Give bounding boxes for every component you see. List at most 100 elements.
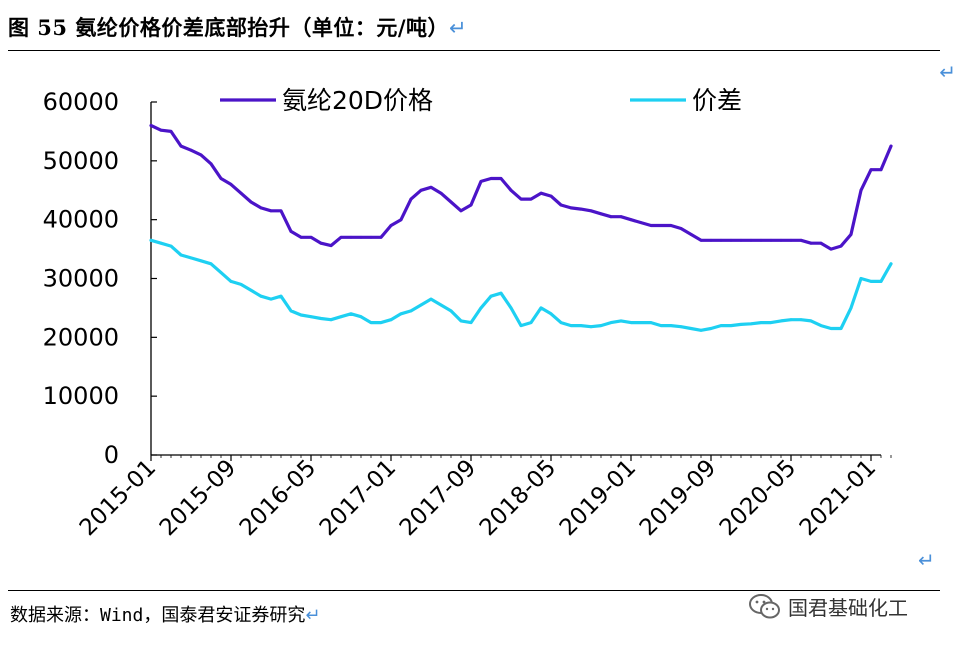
data-point [499, 291, 503, 295]
data-point [739, 323, 743, 326]
data-point [329, 244, 333, 248]
data-point [519, 197, 523, 201]
data-point [609, 321, 613, 324]
data-point [429, 185, 433, 189]
data-point [689, 327, 693, 330]
data-point [239, 283, 243, 286]
data-point [189, 148, 193, 152]
data-point [219, 177, 223, 180]
data-point [449, 200, 453, 204]
data-point [639, 221, 643, 225]
data-point [259, 294, 263, 298]
data-point [719, 324, 723, 327]
data-point [859, 188, 863, 192]
data-point [659, 224, 663, 227]
data-point [379, 235, 383, 239]
watermark: 国君基础化工 [748, 592, 908, 621]
return-mark-icon: ↵ [449, 16, 468, 40]
data-point [579, 207, 583, 211]
data-point [619, 215, 623, 219]
data-point [529, 321, 533, 324]
data-point [349, 312, 353, 316]
data-point [239, 191, 243, 195]
y-tick-label: 30000 [43, 265, 119, 293]
data-point [869, 168, 873, 172]
data-point [809, 319, 813, 323]
data-point [409, 309, 413, 313]
x-tick-label: 2016-05 [235, 455, 321, 541]
data-point [789, 238, 793, 242]
data-point [649, 321, 653, 324]
data-point [509, 188, 513, 192]
data-point [279, 294, 283, 298]
data-point [299, 235, 303, 239]
source-note: 数据来源：Wind，国泰君安证券研究↵ [10, 601, 320, 627]
data-point [819, 324, 823, 327]
y-tick-label: 0 [104, 441, 119, 469]
data-point [179, 253, 183, 257]
data-point [399, 218, 403, 222]
data-point [269, 297, 273, 301]
data-point [319, 241, 323, 245]
data-point [679, 227, 683, 230]
data-point [199, 259, 203, 263]
data-point [289, 230, 293, 233]
data-point [519, 324, 523, 327]
y-tick-label: 20000 [43, 323, 119, 351]
x-tick-label: 2018-05 [475, 455, 561, 541]
data-point [569, 324, 573, 327]
data-point [569, 206, 573, 210]
data-point [339, 235, 343, 239]
return-mark-icon: ↵ [918, 548, 935, 572]
data-point [769, 321, 773, 324]
series-line-spread [149, 238, 893, 332]
data-point [369, 321, 373, 324]
y-tick-label: 60000 [43, 88, 119, 116]
data-point [839, 327, 843, 330]
data-point [779, 319, 783, 323]
data-point [719, 238, 723, 242]
data-point [149, 124, 153, 127]
data-point [489, 294, 493, 298]
data-point [589, 209, 593, 213]
data-point [469, 321, 473, 324]
y-tick-label: 10000 [43, 382, 119, 410]
x-tick-label: 2021-01 [795, 455, 881, 541]
data-point [189, 256, 193, 260]
data-point [589, 325, 593, 329]
x-tick-label: 2017-01 [315, 455, 401, 541]
data-point [669, 324, 673, 327]
data-point [229, 183, 233, 186]
data-point [549, 312, 553, 316]
y-axis: 0 10000 20000 30000 40000 50000 60000 [43, 88, 157, 469]
data-point [469, 203, 473, 207]
data-point [789, 318, 793, 322]
data-point [259, 206, 263, 210]
x-tick-label: 2019-01 [555, 455, 641, 541]
data-point [249, 288, 253, 292]
data-point [449, 309, 453, 313]
data-point [479, 306, 483, 310]
data-point [649, 224, 653, 227]
data-point [879, 168, 883, 172]
x-tick-label: 2017-09 [395, 455, 481, 541]
data-point [229, 280, 233, 283]
data-point [419, 303, 423, 307]
data-point [489, 177, 493, 180]
data-point [369, 235, 373, 239]
data-point [729, 238, 733, 242]
data-point [269, 209, 273, 213]
data-point [779, 238, 783, 242]
data-point [439, 303, 443, 307]
data-point [459, 209, 463, 213]
bottom-rule [8, 590, 940, 591]
data-point [849, 306, 853, 310]
data-point [889, 262, 893, 266]
data-point [559, 203, 563, 207]
data-point [529, 197, 533, 201]
data-point [159, 241, 163, 245]
data-point [799, 238, 803, 242]
data-point [599, 212, 603, 216]
data-point [349, 235, 353, 239]
data-point [429, 297, 433, 301]
